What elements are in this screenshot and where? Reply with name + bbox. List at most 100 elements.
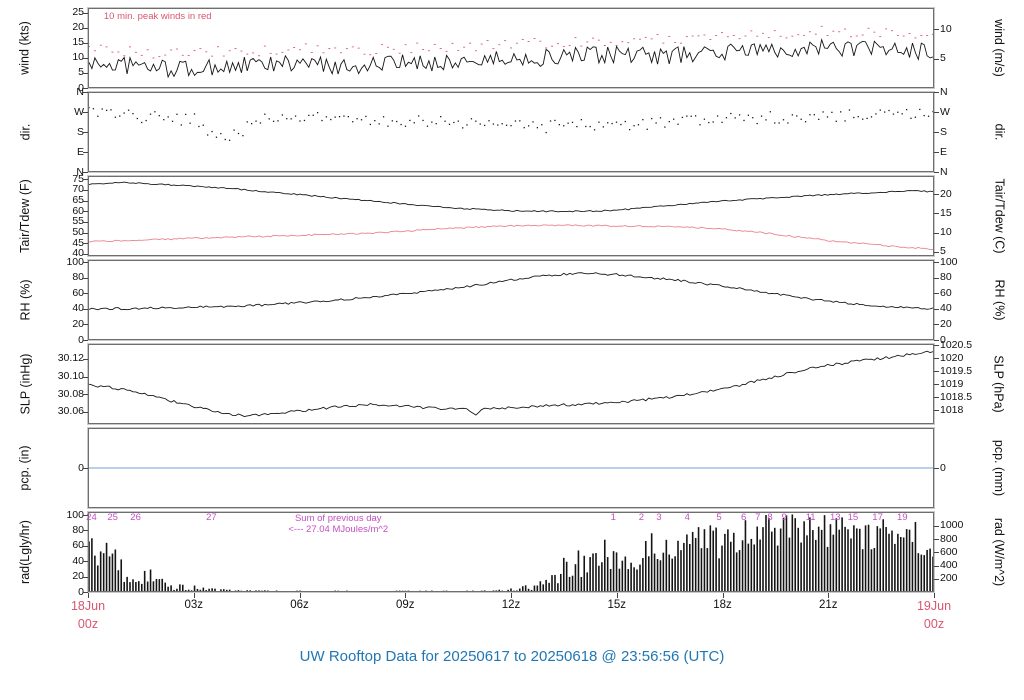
x-tick-label: 18z (713, 599, 732, 611)
temp-left-tick-label: 65 (72, 194, 84, 207)
radiation-hour-count: 4 (684, 512, 690, 523)
radiation-sum-label: Sum of previous day (294, 513, 382, 524)
slp-right-tick (934, 410, 939, 412)
rad-left-tick (83, 545, 88, 547)
temp-left-tick (83, 200, 88, 202)
wind-left-tick (83, 57, 88, 59)
end-date-line1: 19Jun (916, 599, 952, 613)
radiation-hour-count: 5 (716, 512, 722, 523)
x-tick-label: 06z (290, 599, 309, 611)
temp-left-tick (83, 179, 88, 181)
rh-left-tick (83, 293, 88, 295)
rad-left-tick (83, 576, 88, 578)
radiation-hour-count: 19 (896, 512, 908, 523)
rh-right-tick-label: 0 (940, 333, 946, 346)
dir-ylabel-right: dir. (988, 92, 1010, 172)
rad-right-tick (934, 565, 939, 567)
dir-left-tick (83, 172, 88, 173)
slp-left-tick (83, 411, 88, 413)
rh-left-tick-label: 0 (78, 333, 84, 346)
dir-right-tick (934, 172, 939, 173)
temp-right-tick-label: 15 (940, 206, 952, 219)
pcp-ylabel-left-text: pcp. (in) (18, 445, 32, 491)
panel-pcp (88, 428, 934, 508)
rh-right-tick (934, 340, 939, 341)
rad-right-tick-label: 600 (940, 545, 958, 558)
slp-plot (89, 350, 933, 418)
rad-left-tick-label: 100 (66, 508, 84, 521)
rad-right-tick-label: 800 (940, 532, 958, 545)
pcp-left-tick-label: 0 (78, 461, 84, 474)
rh-left-tick (83, 262, 88, 264)
rh-left-tick-label: 40 (72, 302, 84, 315)
rh-right-tick-label: 100 (940, 255, 958, 268)
wind-left-tick-label: 5 (78, 66, 84, 79)
radiation-hour-count: 25 (107, 512, 118, 523)
x-tick-label: 09z (395, 599, 415, 611)
slp-right-tick (934, 397, 939, 399)
radiation-series (89, 514, 933, 591)
slp-right-tick (934, 384, 939, 386)
rh-left-tick (83, 277, 88, 279)
dir-ylabel-right-text: dir. (992, 123, 1006, 141)
rh-right-tick-label: 20 (940, 317, 952, 330)
pcp-ylabel-right: pcp. (mm) (988, 428, 1010, 508)
wind-right-tick (934, 58, 939, 60)
x-tick (299, 593, 301, 598)
rh-left-tick (83, 324, 88, 326)
x-tick-label: 12z (501, 599, 521, 611)
x-tick (88, 593, 89, 598)
rh-right-tick (934, 324, 939, 326)
temp-left-tick (83, 221, 88, 223)
radiation-hour-count: 1 (610, 512, 616, 523)
wind-left-tick (83, 12, 88, 14)
wind-ylabel-right-text: wind (m/s) (992, 19, 1006, 77)
dir-right-tick (934, 152, 939, 153)
rh-ylabel-left-text: RH (%) (18, 279, 32, 321)
temp-plot (89, 181, 933, 250)
chart-title: UW Rooftop Data for 20250617 to 20250618… (299, 648, 725, 665)
wind-direction-series (89, 106, 933, 141)
slp-left-tick-label: 30.10 (57, 370, 84, 383)
temp-left-tick-label: 45 (72, 236, 84, 249)
dir-left-tick (83, 132, 88, 133)
slp-left-tick-label: 30.06 (57, 405, 84, 418)
radiation-hour-count: 11 (805, 512, 816, 523)
wind-left-tick (83, 42, 88, 44)
radiation-hour-count: 27 (206, 512, 217, 523)
rad-right-tick-label: 1000 (940, 519, 964, 532)
slp-left-tick (83, 376, 88, 378)
pcp-right-tick-label: 0 (940, 461, 946, 474)
dir-left-tick-label: N (76, 85, 84, 98)
panel-dir (88, 92, 934, 172)
rad-ylabel-right: rad (W/m^2) (988, 512, 1010, 592)
slp-right-tick (934, 371, 939, 373)
rad-right-tick-label: 200 (940, 572, 958, 585)
temp-right-tick-label: 20 (940, 187, 952, 200)
tair-series (89, 181, 933, 213)
x-tick (722, 593, 724, 598)
wind-ylabel-left: wind (kts) (14, 8, 36, 88)
rad-ylabel-right-text: rad (W/m^2) (992, 517, 1006, 587)
rh-left-tick-label: 80 (72, 271, 84, 284)
temp-left-tick-label: 70 (72, 183, 84, 196)
rad-left-tick-label: 60 (72, 539, 84, 552)
wind-speed-series (89, 38, 933, 79)
rad-right-tick (934, 552, 939, 554)
dir-right-tick-label: N (940, 165, 948, 178)
rad-left-tick (83, 530, 88, 532)
rh-right-tick (934, 308, 939, 310)
rh-ylabel-right: RH (%) (988, 260, 1010, 340)
pcp-left-tick (83, 468, 88, 469)
temp-right-tick (934, 251, 939, 253)
dir-left-tick (83, 112, 88, 113)
wind-ylabel-right: wind (m/s) (988, 8, 1010, 88)
radiation-hour-count: 24 (86, 512, 97, 523)
slp-ylabel-left-text: SLP (inHg) (18, 353, 33, 415)
wind-right-tick (934, 29, 939, 31)
rad-right-tick (934, 578, 939, 580)
rh-ylabel-right-text: RH (%) (992, 279, 1006, 321)
dir-left-tick-label: N (76, 165, 84, 178)
temp-ylabel-left-text: Tair/Tdew (F) (18, 179, 32, 253)
